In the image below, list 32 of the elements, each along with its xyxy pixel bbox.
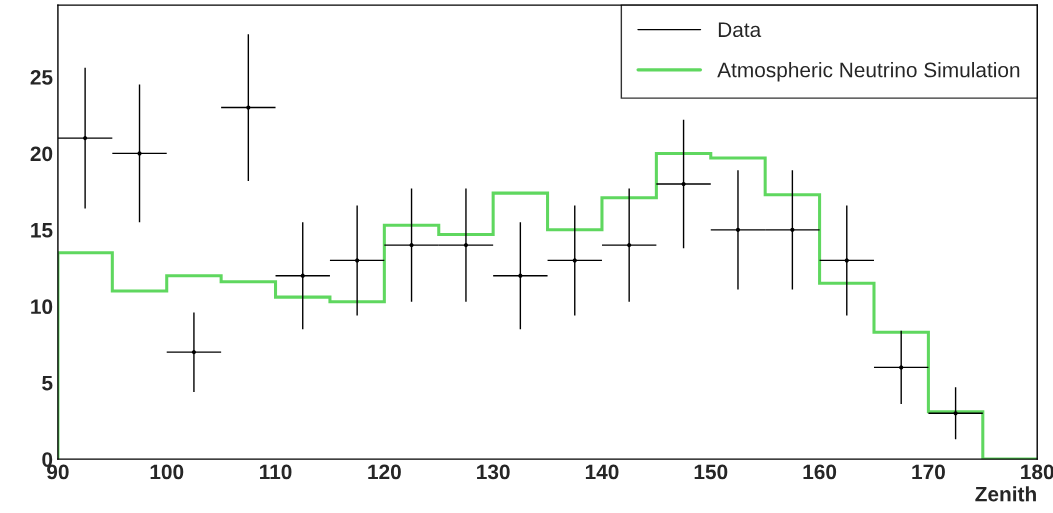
point — [409, 243, 414, 248]
x-tick-label: 160 — [803, 464, 837, 480]
legend-label: Atmospheric Neutrino Simulation — [717, 62, 1020, 82]
y-tick-label: 15 — [31, 223, 53, 238]
point — [681, 181, 686, 187]
x-tick-label: 100 — [150, 464, 184, 480]
x-tick-label: 120 — [368, 464, 401, 480]
point — [463, 243, 469, 248]
x-axis-title: Zenith — [975, 486, 1036, 502]
y-tick-label: 25 — [30, 69, 53, 85]
point — [627, 243, 632, 248]
legend-label: Data — [718, 22, 762, 38]
x-tick-label: 150 — [694, 464, 728, 480]
point — [953, 411, 958, 416]
point — [844, 258, 849, 263]
x-tick-label: 140 — [585, 464, 619, 480]
point — [191, 350, 197, 355]
point — [518, 273, 523, 278]
point — [790, 227, 795, 232]
point — [572, 258, 577, 263]
x-tick-label: 170 — [912, 464, 945, 480]
x-tick-label: 180 — [1021, 464, 1053, 480]
point — [735, 227, 741, 232]
y-tick-label: 20 — [30, 146, 53, 162]
y-tick-label: 5 — [42, 375, 53, 391]
point — [899, 365, 904, 370]
x-tick-label: 130 — [477, 464, 510, 480]
point — [83, 136, 88, 141]
point — [355, 258, 360, 263]
point — [300, 273, 305, 278]
y-tick-label: 10 — [31, 299, 53, 315]
x-tick-label: 110 — [260, 464, 292, 480]
